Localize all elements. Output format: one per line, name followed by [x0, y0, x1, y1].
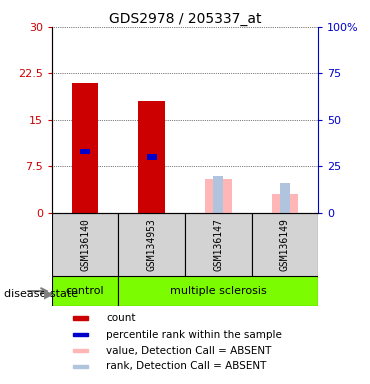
Text: GSM134953: GSM134953 — [147, 218, 157, 271]
Bar — [205, 179, 232, 213]
Bar — [72, 83, 98, 213]
Text: rank, Detection Call = ABSENT: rank, Detection Call = ABSENT — [107, 361, 267, 371]
Text: GSM136147: GSM136147 — [213, 218, 223, 271]
Bar — [138, 101, 165, 213]
Text: disease state: disease state — [4, 289, 78, 299]
Text: multiple sclerosis: multiple sclerosis — [170, 286, 267, 296]
Bar — [52, 213, 118, 276]
Text: percentile rank within the sample: percentile rank within the sample — [107, 329, 282, 339]
Bar — [73, 316, 88, 320]
Bar — [213, 176, 223, 213]
Text: ▶: ▶ — [44, 287, 53, 300]
Bar — [272, 194, 298, 213]
Bar — [252, 213, 318, 276]
Title: GDS2978 / 205337_at: GDS2978 / 205337_at — [109, 12, 261, 26]
Bar — [73, 349, 88, 353]
Bar — [73, 365, 88, 368]
Text: control: control — [66, 286, 104, 296]
Text: GSM136149: GSM136149 — [280, 218, 290, 271]
Bar — [280, 183, 290, 213]
Bar — [52, 276, 118, 306]
Text: value, Detection Call = ABSENT: value, Detection Call = ABSENT — [107, 346, 272, 356]
Bar — [118, 213, 185, 276]
Bar — [185, 213, 252, 276]
Text: count: count — [107, 313, 136, 323]
Bar — [73, 333, 88, 336]
Text: GSM136140: GSM136140 — [80, 218, 90, 271]
Bar — [118, 276, 318, 306]
Bar — [147, 154, 157, 160]
Bar — [80, 149, 90, 154]
